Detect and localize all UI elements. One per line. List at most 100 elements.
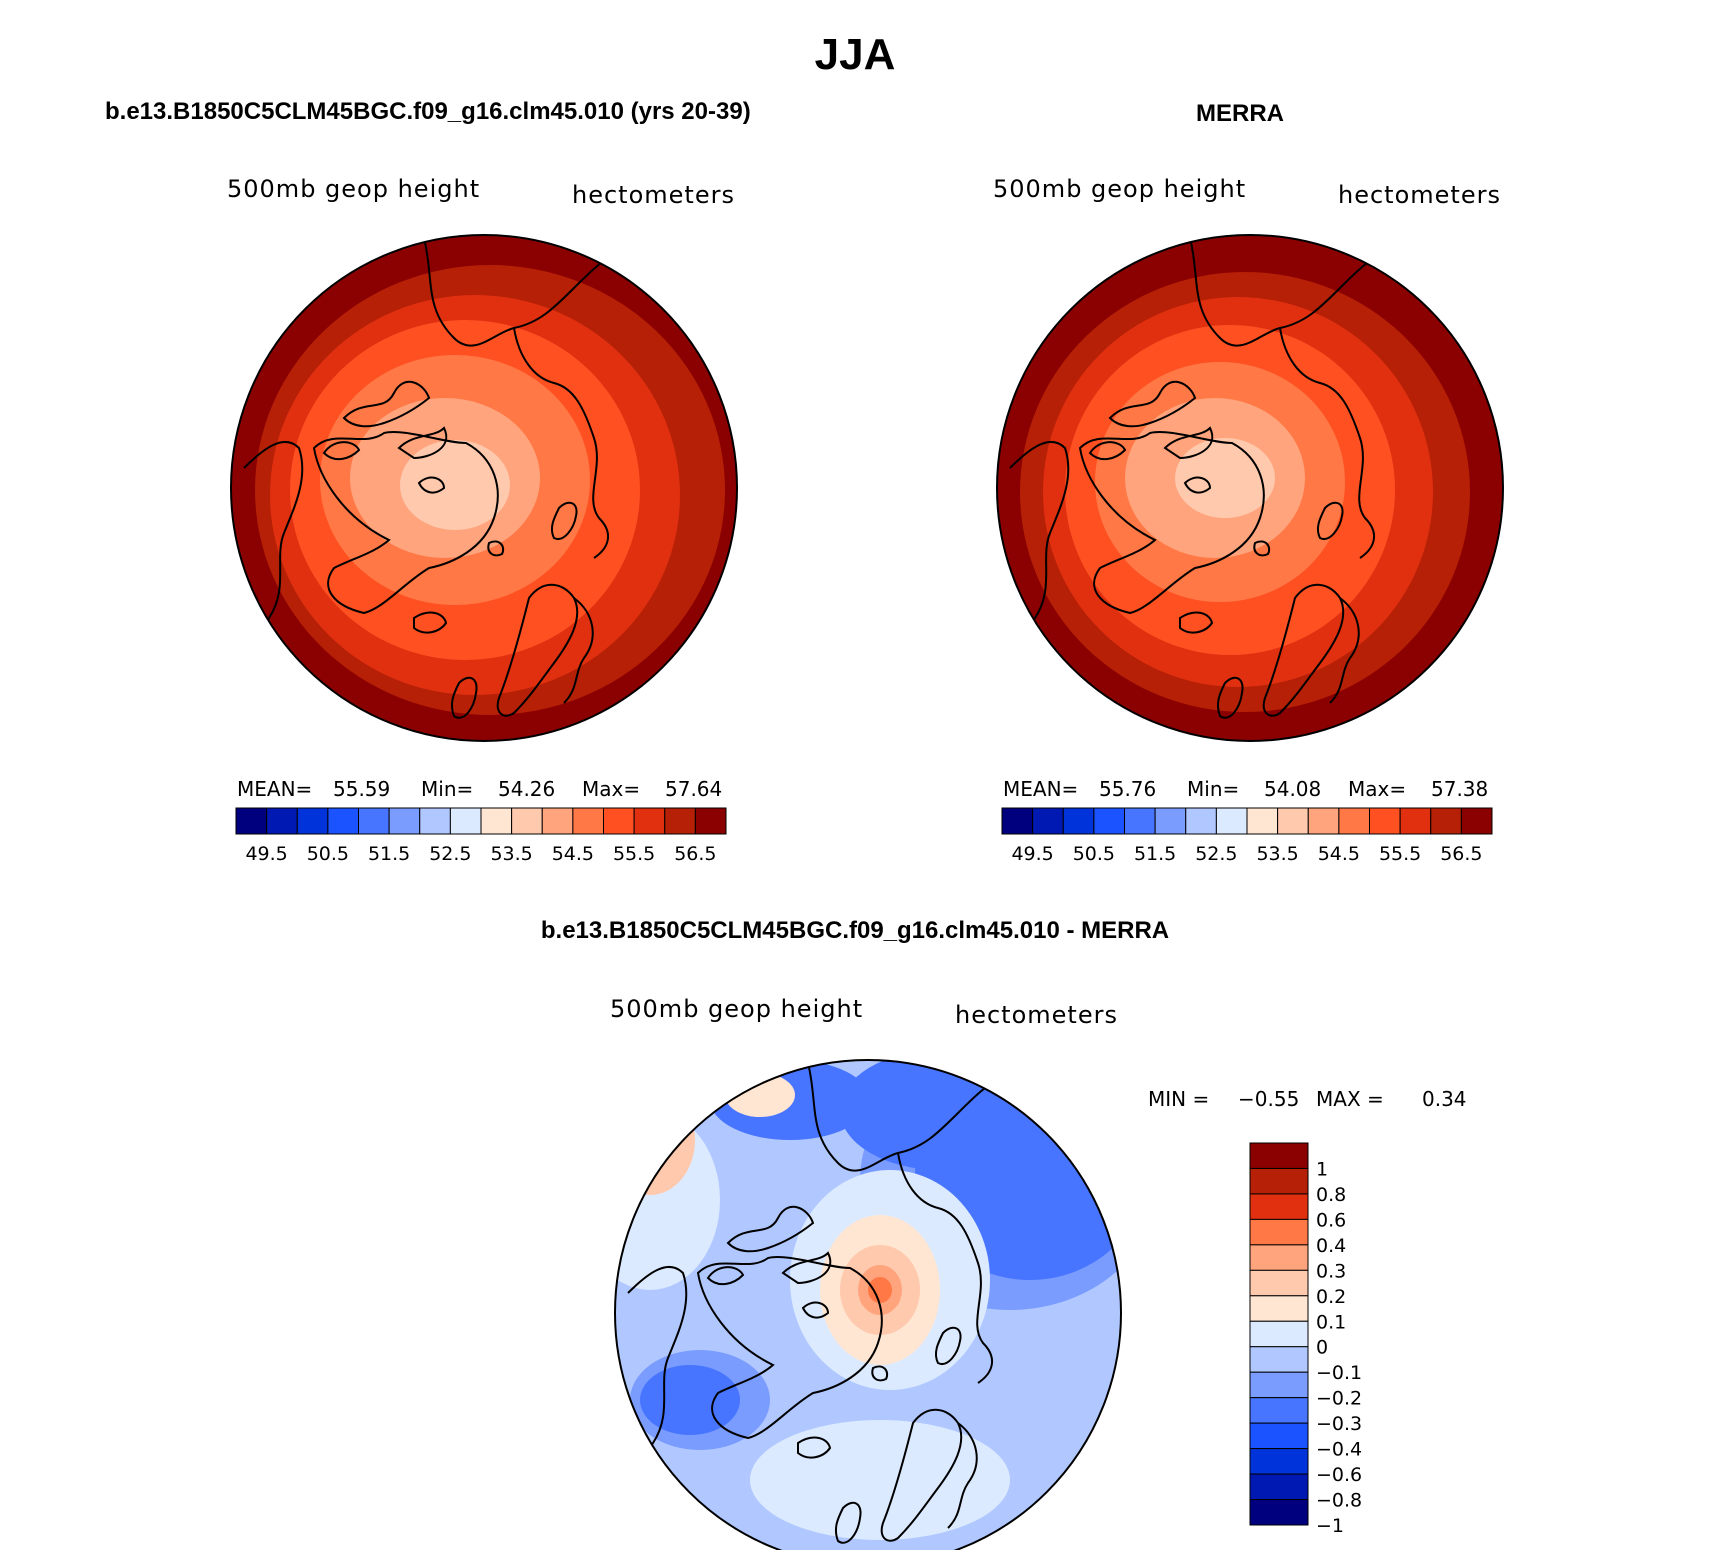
panel3-colorbar-tick-label: 0.6 — [1316, 1209, 1346, 1231]
panel3-colorbar-tick-label: −0.1 — [1316, 1362, 1362, 1384]
panel1-variable-label: 500mb geop height — [227, 175, 481, 203]
panel2-colorbar-tick-label: 55.5 — [1379, 843, 1421, 865]
panel2-min-value: 54.08 — [1264, 777, 1322, 801]
panel1-colorbar-tick-label: 54.5 — [552, 843, 594, 865]
panel1-colorbar-tick-label: 51.5 — [368, 843, 410, 865]
panel2-colorbar-tick-label: 53.5 — [1256, 843, 1298, 865]
panel3-colorbar-box — [1249, 1422, 1309, 1450]
panel2-colorbar-box — [1093, 807, 1125, 835]
panel1-colorbar-box — [541, 807, 574, 835]
panel3-colorbar-tick-label: −0.3 — [1316, 1413, 1362, 1435]
panel1-units-label: hectometers — [572, 181, 735, 209]
figure-title: JJA — [814, 30, 896, 79]
panel2-colorbar-box — [1369, 807, 1401, 835]
panel3-colorbar-box — [1249, 1142, 1309, 1169]
panel3-min-label: MIN = — [1148, 1087, 1210, 1111]
panel1-colorbar-box — [235, 807, 268, 835]
panel2-colorbar-tick-label: 52.5 — [1195, 843, 1237, 865]
panel2-colorbar-tick-label: 51.5 — [1134, 843, 1176, 865]
panel3-colorbar-box — [1249, 1218, 1309, 1246]
panel3-max-value: 0.34 — [1422, 1087, 1467, 1111]
panel1-mean-value: 55.59 — [333, 777, 391, 801]
panel3-colorbar-tick-label: −1 — [1316, 1515, 1344, 1537]
panel1-colorbar-box — [511, 807, 543, 835]
panel2-map — [997, 235, 1503, 741]
panel3-colorbar-tick-label: 0.1 — [1316, 1311, 1346, 1333]
panel3-colorbar-tick-label: −0.4 — [1316, 1439, 1362, 1461]
panel1-colorbar-tick-label: 53.5 — [490, 843, 532, 865]
panel3-variable-label: 500mb geop height — [610, 995, 864, 1023]
panel1-colorbar-box — [358, 807, 390, 835]
panel2-mean-label: MEAN= — [1003, 777, 1079, 801]
panel3-colorbar-box — [1249, 1397, 1309, 1424]
panel3-colorbar-tick-label: 1 — [1316, 1158, 1328, 1180]
panel2-max-label: Max= — [1348, 777, 1407, 801]
panel2-colorbar-tick-label: 49.5 — [1011, 843, 1053, 865]
panel2-colorbar-box — [1338, 807, 1370, 835]
panel2-colorbar-box — [1154, 807, 1187, 835]
panel1-mean-label: MEAN= — [237, 777, 313, 801]
panel1-colorbar-box — [419, 807, 451, 835]
panel3-colorbar-box — [1249, 1167, 1309, 1195]
panel3-colorbar-box — [1249, 1499, 1309, 1526]
panel1-max-label: Max= — [582, 777, 641, 801]
panel3-colorbar-tick-label: 0.3 — [1316, 1260, 1346, 1282]
panel3-colorbar: 1 0.8 0.6 0.4 0.3 0.2 0.1 0 −0.1 −0.2 −0.3 −0.4 −0.6… — [1249, 1142, 1362, 1537]
panel3-colorbar-tick-label: −0.8 — [1316, 1490, 1362, 1512]
panel2-colorbar-box — [1215, 807, 1248, 835]
panel3-colorbar-box — [1249, 1244, 1309, 1271]
panel2-colorbar-box — [1124, 807, 1156, 835]
panel2-colorbar-box — [1032, 807, 1064, 835]
panel2-colorbar-box — [1307, 807, 1340, 835]
panel1-colorbar-box — [296, 807, 329, 835]
panel2-colorbar-box — [1460, 807, 1493, 835]
panel1-min-value: 54.26 — [498, 777, 556, 801]
panel1-colorbar-box — [572, 807, 604, 835]
panel1-colorbar-box — [388, 807, 421, 835]
panel3-colorbar-tick-label: 0.8 — [1316, 1184, 1346, 1206]
panel2-max-value: 57.38 — [1431, 777, 1489, 801]
panel3-min-value: −0.55 — [1238, 1087, 1300, 1111]
panel3-colorbar-tick-label: 0 — [1316, 1337, 1328, 1359]
panel2-colorbar-tick-label: 50.5 — [1073, 843, 1115, 865]
panel1-min-label: Min= — [421, 777, 474, 801]
panel1-colorbar-tick-label: 49.5 — [245, 843, 287, 865]
panel3-map-border — [614, 1059, 1122, 1550]
panel3-colorbar-tick-label: 0.2 — [1316, 1286, 1346, 1308]
panel1-colorbar-box — [633, 807, 666, 835]
panel2-variable-label: 500mb geop height — [993, 175, 1247, 203]
panel1-map — [231, 235, 737, 741]
panel1-colorbar-tick-label: 55.5 — [613, 843, 655, 865]
panel1-colorbar-box — [266, 807, 298, 835]
panel2-colorbar-tick-label: 54.5 — [1318, 843, 1360, 865]
panel1-map-border — [230, 234, 738, 742]
panel2-title: MERRA — [1196, 100, 1284, 127]
panel3-colorbar-box — [1249, 1346, 1309, 1373]
panel2-colorbar-box — [1399, 807, 1432, 835]
panel3-title: b.e13.B1850C5CLM45BGC.f09_g16.clm45.010 … — [540, 917, 1170, 944]
panel1-colorbar-box — [449, 807, 482, 835]
panel2-units-label: hectometers — [1338, 181, 1501, 209]
panel1-colorbar-tick-label: 52.5 — [429, 843, 471, 865]
panel1-colorbar-tick-label: 50.5 — [307, 843, 349, 865]
panel3-max-label: MAX = — [1316, 1087, 1384, 1111]
panel1-colorbar: 49.5 50.5 51.5 52.5 53.5 54.5 55.5 56.5 — [235, 807, 727, 865]
panel2-min-label: Min= — [1187, 777, 1240, 801]
panel2-colorbar-box — [1277, 807, 1309, 835]
panel3-colorbar-box — [1249, 1371, 1309, 1399]
panel3-colorbar-tick-label: −0.2 — [1316, 1388, 1362, 1410]
panel2-mean-value: 55.76 — [1099, 777, 1157, 801]
panel3-colorbar-tick-label: 0.4 — [1316, 1235, 1346, 1257]
panel2-colorbar-box — [1062, 807, 1095, 835]
panel2-colorbar-tick-label: 56.5 — [1440, 843, 1482, 865]
panel1-max-value: 57.64 — [665, 777, 723, 801]
panel3-colorbar-box — [1249, 1269, 1309, 1297]
panel2-colorbar-box — [1430, 807, 1462, 835]
panel1-colorbar-box — [603, 807, 635, 835]
panel3-colorbar-box — [1249, 1473, 1309, 1501]
panel2-colorbar: 49.5 50.5 51.5 52.5 53.5 54.5 55.5 56.5 — [1001, 807, 1493, 865]
panel3-colorbar-box — [1249, 1295, 1309, 1322]
panel2-colorbar-box — [1246, 807, 1279, 835]
panel3-colorbar-box — [1249, 1320, 1309, 1348]
panel1-colorbar-tick-label: 56.5 — [674, 843, 716, 865]
